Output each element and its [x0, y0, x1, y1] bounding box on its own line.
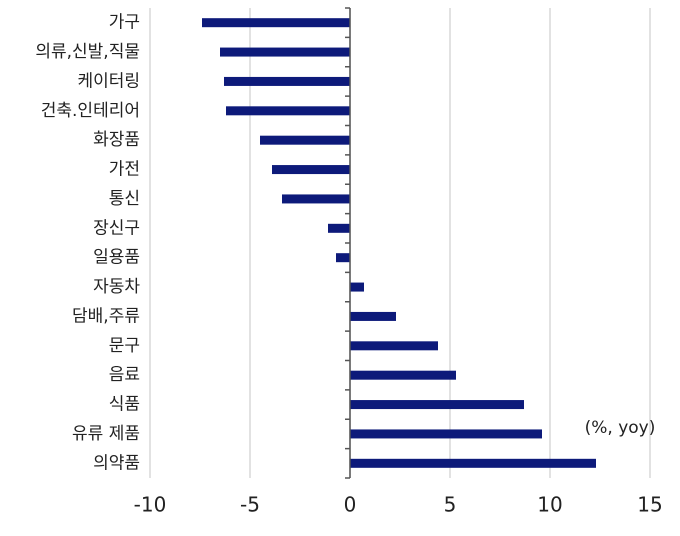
y-tick-label: 의류,신발,직물 [35, 42, 140, 62]
bar [226, 106, 350, 116]
x-tick-label: -5 [240, 493, 260, 517]
y-tick-label: 담배,주류 [72, 306, 140, 326]
bar [336, 253, 350, 263]
y-tick-label: 건축.인테리어 [41, 101, 140, 121]
x-tick-label: 10 [537, 493, 562, 517]
y-tick-label: 음료 [109, 365, 140, 385]
x-tick-label: 5 [444, 493, 457, 517]
bar [220, 47, 350, 57]
x-tick-label: -10 [134, 493, 167, 517]
y-tick-label: 유류 제품 [72, 424, 140, 444]
y-tick-label: 의약품 [93, 453, 140, 473]
bar [328, 223, 350, 233]
bar [350, 370, 456, 380]
annotation: (%, yoy) [585, 418, 656, 438]
y-tick-label: 장신구 [93, 218, 140, 238]
y-tick-label: 케이터링 [77, 71, 140, 91]
bar [224, 76, 350, 86]
x-tick-label: 0 [344, 493, 357, 517]
y-tick-label: 식품 [109, 395, 140, 415]
bar [350, 341, 438, 351]
y-tick-label: 가전 [109, 160, 140, 180]
bar [260, 135, 350, 145]
bar [350, 282, 364, 292]
bar [350, 400, 524, 410]
bar [350, 311, 396, 321]
bar [202, 18, 350, 28]
y-tick-label: 가구 [109, 13, 140, 33]
y-tick-label: 화장품 [93, 130, 140, 150]
bar [350, 458, 596, 468]
y-tick-label: 일용품 [93, 248, 140, 268]
y-tick-label: 자동차 [93, 277, 140, 297]
bar [282, 194, 350, 204]
x-tick-label: 15 [637, 493, 662, 517]
y-tick-label: 통신 [109, 189, 140, 209]
bar [350, 429, 542, 439]
y-tick-label: 문구 [109, 336, 140, 356]
bar [272, 165, 350, 175]
